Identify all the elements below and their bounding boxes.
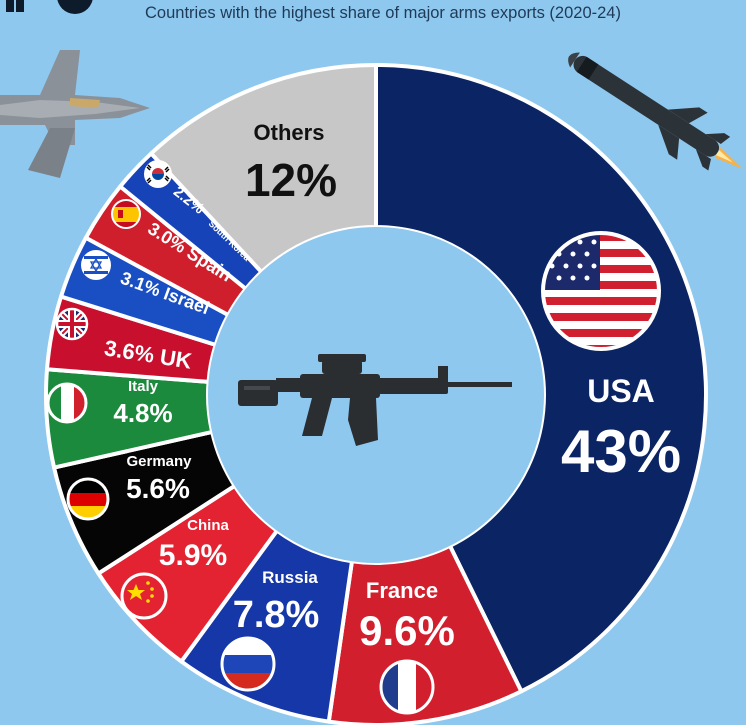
label-germany-value: 5.6% [126,473,190,504]
label-russia-name: Russia [262,568,318,587]
label-others-name: Others [254,120,325,145]
flag-south-korea [144,160,172,188]
label-france-name: France [366,578,438,603]
flag-france [379,659,435,715]
flag-italy [46,382,88,424]
missile-icon [568,52,743,171]
flag-israel [81,250,111,280]
label-usa-value: 43% [561,418,681,485]
label-china-value: 5.9% [159,539,227,572]
label-germany-name: Germany [126,453,192,470]
label-russia-value: 7.8% [233,594,320,636]
label-france-value: 9.6% [359,607,455,654]
label-others-value: 12% [245,154,337,206]
label-usa-name: USA [587,373,655,409]
flag-russia [220,636,276,692]
chart-subtitle: Countries with the highest share of majo… [145,4,621,22]
label-italy-value: 4.8% [113,398,172,428]
flag-uk [55,307,89,341]
flag-usa [541,231,661,351]
flag-china [120,572,168,620]
flag-germany [66,477,110,521]
label-china-name: China [187,517,229,534]
label-italy-name: Italy [128,378,159,395]
brand-logo [0,0,110,25]
fighter-jet-icon [0,50,150,178]
flag-spain [111,199,141,229]
rifle-icon [238,354,512,446]
